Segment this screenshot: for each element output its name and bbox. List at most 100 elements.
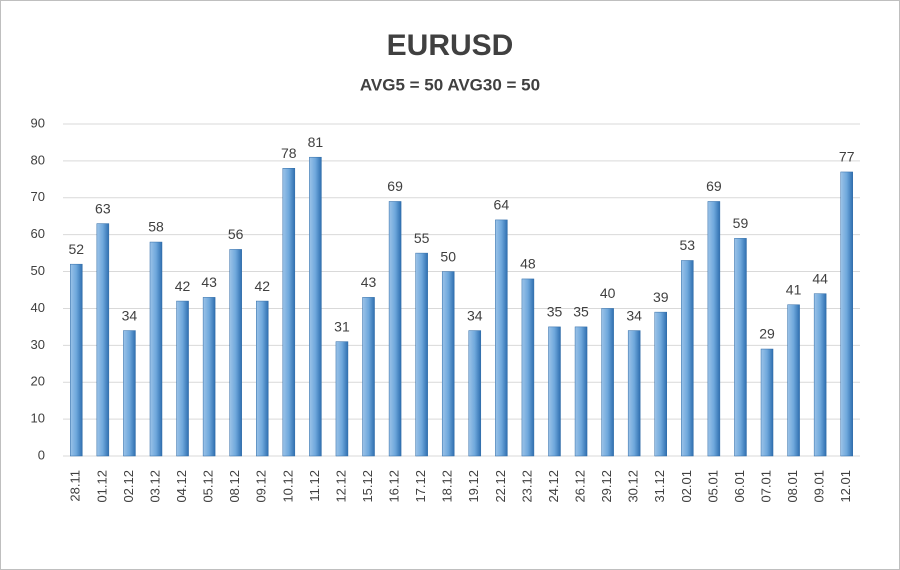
x-tick-label: 15.12 bbox=[360, 470, 375, 503]
data-label: 34 bbox=[626, 307, 642, 323]
data-label: 53 bbox=[680, 237, 696, 253]
bar bbox=[654, 311, 667, 457]
x-tick-label: 30.12 bbox=[626, 470, 641, 503]
data-label: 44 bbox=[812, 270, 828, 286]
data-label: 81 bbox=[308, 134, 324, 150]
x-tick-label: 23.12 bbox=[519, 470, 534, 503]
bar bbox=[282, 168, 296, 457]
data-label: 34 bbox=[122, 307, 138, 323]
data-label: 63 bbox=[95, 200, 111, 216]
data-label: 64 bbox=[494, 197, 510, 213]
bar bbox=[362, 297, 375, 457]
data-label: 50 bbox=[440, 248, 456, 264]
x-tick-label: 31.12 bbox=[652, 470, 667, 503]
y-tick-label: 0 bbox=[38, 447, 45, 462]
bar bbox=[202, 297, 216, 457]
data-label: 35 bbox=[573, 304, 589, 320]
data-label: 35 bbox=[547, 304, 563, 320]
x-tick-label: 18.12 bbox=[440, 470, 455, 503]
bar bbox=[840, 171, 853, 457]
bar bbox=[574, 326, 588, 457]
data-label: 41 bbox=[786, 281, 802, 297]
data-label: 59 bbox=[733, 215, 749, 231]
x-tick-label: 05.01 bbox=[705, 470, 720, 503]
bar bbox=[415, 252, 428, 457]
data-label: 56 bbox=[228, 226, 244, 242]
y-tick-label: 80 bbox=[31, 152, 45, 167]
bar bbox=[388, 201, 402, 457]
bar bbox=[707, 201, 721, 457]
x-tick-label: 03.12 bbox=[147, 470, 162, 503]
data-label: 78 bbox=[281, 145, 297, 161]
data-label: 69 bbox=[706, 178, 722, 194]
bar bbox=[229, 249, 242, 457]
bar bbox=[70, 263, 83, 457]
data-label: 55 bbox=[414, 230, 430, 246]
bar bbox=[468, 330, 482, 457]
bar bbox=[548, 326, 561, 457]
y-tick-label: 20 bbox=[31, 374, 45, 389]
x-tick-label: 07.01 bbox=[758, 470, 773, 503]
data-label: 42 bbox=[175, 278, 191, 294]
bar bbox=[734, 238, 747, 457]
y-tick-label: 50 bbox=[31, 263, 45, 278]
bar bbox=[176, 300, 189, 457]
y-tick-label: 60 bbox=[31, 226, 45, 241]
bar bbox=[787, 304, 800, 457]
x-tick-label: 11.12 bbox=[307, 470, 322, 502]
x-tick-label: 28.11 bbox=[68, 470, 83, 502]
x-tick-label: 08.12 bbox=[227, 470, 242, 503]
bar bbox=[441, 271, 455, 457]
data-label: 58 bbox=[148, 219, 164, 235]
y-tick-label: 70 bbox=[31, 189, 45, 204]
x-tick-label: 06.01 bbox=[732, 470, 747, 503]
chart-subtitle: AVG5 = 50 AVG30 = 50 bbox=[360, 75, 540, 94]
x-tick-label: 29.12 bbox=[599, 470, 614, 503]
data-label: 52 bbox=[68, 241, 84, 257]
chart-title: EURUSD bbox=[387, 29, 514, 62]
y-tick-label: 40 bbox=[31, 300, 45, 315]
data-label: 39 bbox=[653, 289, 669, 305]
bar bbox=[627, 330, 641, 457]
data-label: 69 bbox=[387, 178, 403, 194]
x-tick-label: 24.12 bbox=[546, 470, 561, 503]
x-tick-label: 01.12 bbox=[94, 470, 109, 503]
x-tick-label: 10.12 bbox=[280, 470, 295, 503]
data-label: 34 bbox=[467, 307, 483, 323]
x-tick-label: 26.12 bbox=[572, 470, 587, 503]
x-tick-label: 02.01 bbox=[679, 470, 694, 503]
y-tick-label: 10 bbox=[31, 411, 45, 426]
bar bbox=[309, 156, 322, 457]
x-tick-label: 16.12 bbox=[387, 470, 402, 503]
x-tick-label: 04.12 bbox=[174, 470, 189, 503]
data-label: 31 bbox=[334, 318, 350, 334]
x-tick-label: 17.12 bbox=[413, 470, 428, 503]
bar bbox=[96, 223, 110, 457]
x-tick-label: 19.12 bbox=[466, 470, 481, 503]
x-tick-label: 12.01 bbox=[838, 470, 853, 503]
data-label: 43 bbox=[361, 274, 377, 290]
bar bbox=[335, 341, 349, 457]
bar bbox=[813, 293, 827, 457]
data-label: 42 bbox=[254, 278, 270, 294]
bar bbox=[681, 260, 694, 457]
bar bbox=[601, 308, 614, 457]
data-label: 40 bbox=[600, 285, 616, 301]
x-tick-label: 02.12 bbox=[121, 470, 136, 503]
y-tick-label: 90 bbox=[31, 115, 45, 130]
data-label: 48 bbox=[520, 256, 536, 272]
data-label: 77 bbox=[839, 149, 855, 165]
x-tick-label: 08.01 bbox=[785, 470, 800, 503]
bar bbox=[521, 278, 535, 457]
bar bbox=[760, 348, 774, 457]
y-tick-label: 30 bbox=[31, 337, 45, 352]
x-tick-label: 12.12 bbox=[333, 470, 348, 503]
x-tick-label: 05.12 bbox=[201, 470, 216, 503]
bar bbox=[256, 300, 269, 457]
x-tick-label: 09.12 bbox=[254, 470, 269, 503]
bar bbox=[495, 219, 508, 457]
x-tick-label: 09.01 bbox=[812, 470, 827, 503]
data-label: 29 bbox=[759, 326, 775, 342]
data-label: 43 bbox=[201, 274, 217, 290]
